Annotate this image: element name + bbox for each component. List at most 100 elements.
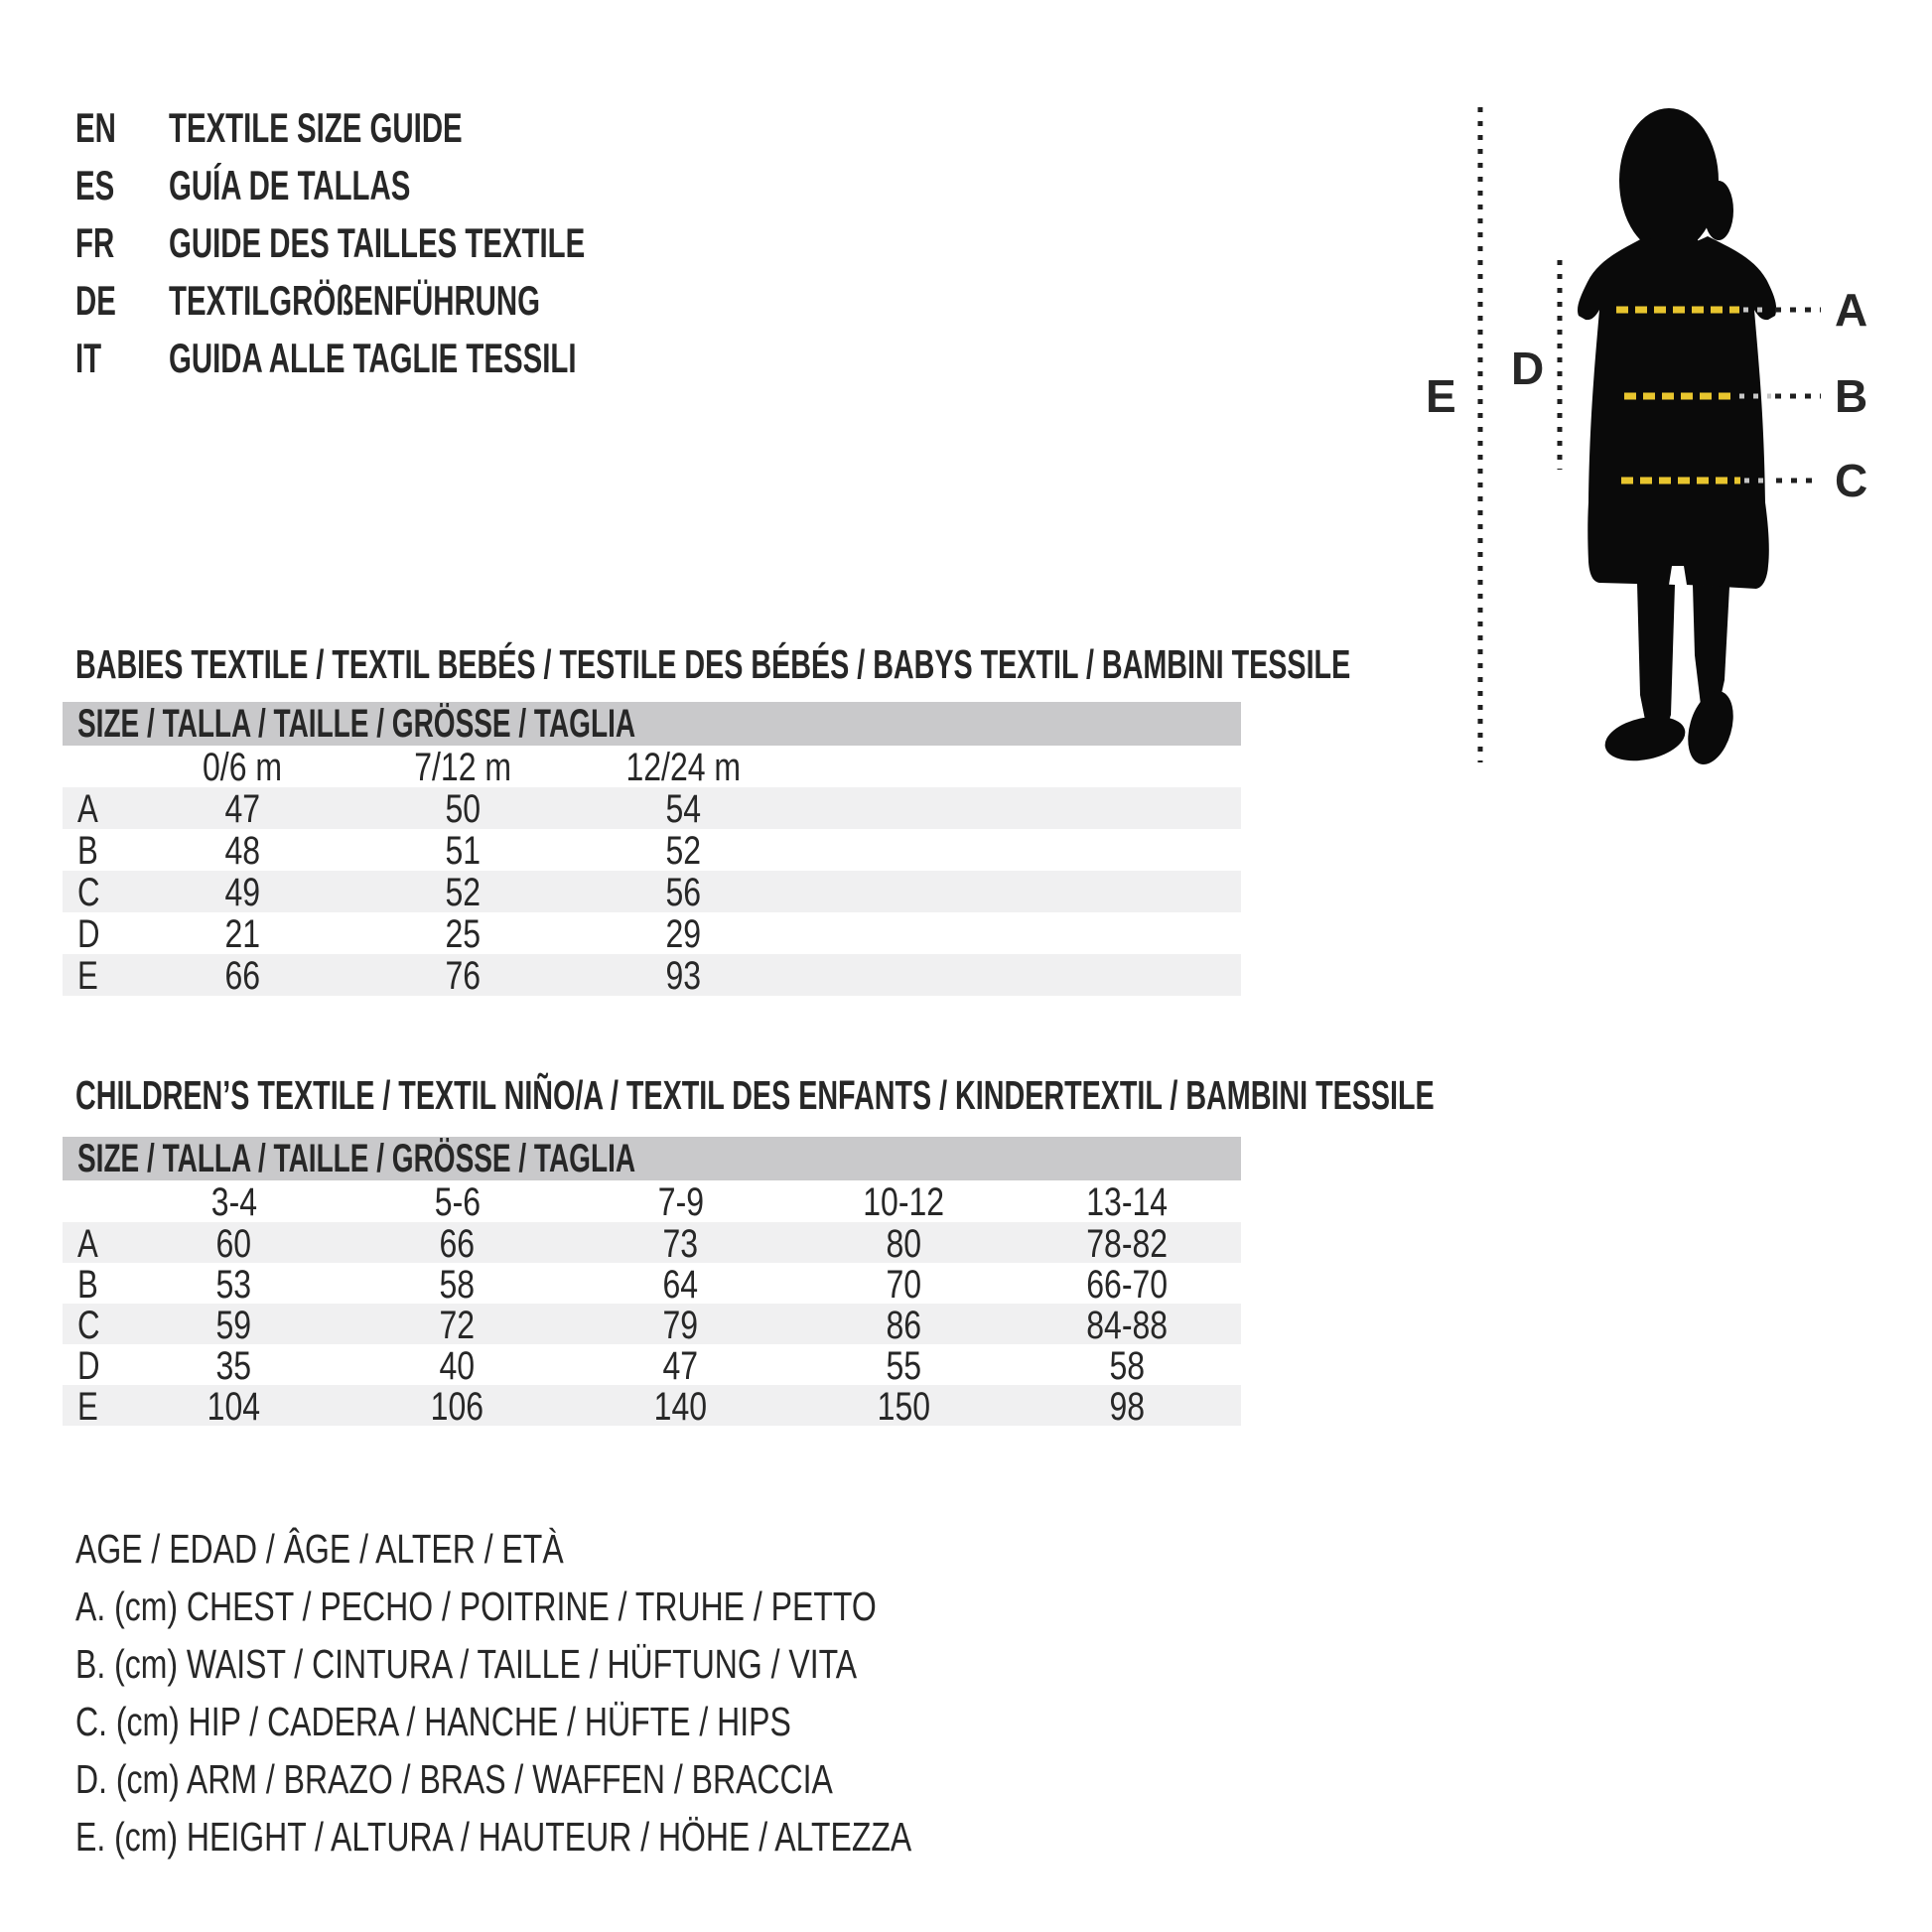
table-cell: 72 — [439, 1304, 476, 1347]
legend-line: E. (cm) HEIGHT / ALTURA / HAUTEUR / HÖHE… — [75, 1814, 912, 1860]
language-code: FR — [75, 219, 115, 266]
table-cell: 29 — [665, 912, 701, 956]
language-row: IT GUIDA ALLE TAGLIE TESSILI — [75, 330, 763, 387]
table-cell: 60 — [215, 1222, 252, 1266]
table-cell: 84-88 — [1086, 1304, 1169, 1347]
language-title: GUÍA DE TALLAS — [169, 162, 411, 208]
table-cell: 54 — [665, 787, 701, 831]
figure-label-waist: B — [1835, 370, 1867, 422]
children-column-header: 7-9 — [657, 1180, 704, 1224]
language-code: EN — [75, 104, 116, 151]
table-row: C 59 72 79 86 84-88 — [63, 1304, 1241, 1347]
silhouette-ear — [1704, 181, 1733, 240]
silhouette-left-shoe — [1604, 716, 1686, 761]
table-row: C 49 52 56 — [63, 871, 1241, 914]
silhouette-left-leg — [1637, 583, 1675, 727]
table-cell: 21 — [224, 912, 260, 956]
table-cell: 51 — [445, 829, 481, 873]
table-cell: 47 — [224, 787, 260, 831]
babies-column-header: 0/6 m — [202, 746, 283, 789]
table-cell: 58 — [1109, 1344, 1146, 1388]
table-cell: 66-70 — [1086, 1263, 1169, 1307]
row-label: D — [77, 912, 100, 956]
table-cell: 50 — [445, 787, 481, 831]
language-row: DE TEXTILGRÖßENFÜHRUNG — [75, 272, 763, 330]
babies-column-header-row: 0/6 m 7/12 m 12/24 m — [63, 746, 1241, 789]
row-label: E — [77, 1385, 98, 1429]
table-cell: 76 — [445, 954, 481, 998]
row-label: C — [77, 1304, 100, 1347]
table-cell: 25 — [445, 912, 481, 956]
silhouette-right-leg — [1693, 585, 1729, 707]
row-label: E — [77, 954, 98, 998]
language-row: FR GUIDE DES TAILLES TEXTILE — [75, 214, 763, 272]
table-cell: 80 — [886, 1222, 922, 1266]
table-row: D 21 25 29 — [63, 912, 1241, 956]
row-label: B — [77, 829, 98, 873]
table-row: B 53 58 64 70 66-70 — [63, 1263, 1241, 1307]
children-column-header: 5-6 — [434, 1180, 481, 1224]
table-cell: 98 — [1109, 1385, 1146, 1429]
figure-label-arm: D — [1511, 343, 1544, 394]
table-cell: 59 — [215, 1304, 252, 1347]
language-title: GUIDE DES TAILLES TEXTILE — [169, 219, 586, 266]
legend-line: B. (cm) WAIST / CINTURA / TAILLE / HÜFTU… — [75, 1641, 858, 1687]
children-table-header-bar: SIZE / TALLA / TAILLE / GRÖSSE / TAGLIA — [63, 1137, 1241, 1180]
table-cell: 47 — [662, 1344, 699, 1388]
language-row: ES GUÍA DE TALLAS — [75, 157, 763, 214]
language-title: TEXTILE SIZE GUIDE — [169, 104, 463, 151]
table-row: E 104 106 140 150 98 — [63, 1385, 1241, 1429]
table-cell: 53 — [215, 1263, 252, 1307]
table-cell: 35 — [215, 1344, 252, 1388]
language-title-list: EN TEXTILE SIZE GUIDE ES GUÍA DE TALLAS … — [75, 99, 763, 387]
table-cell: 52 — [665, 829, 701, 873]
table-cell: 40 — [439, 1344, 476, 1388]
row-label: A — [77, 787, 98, 831]
children-column-header: 3-4 — [210, 1180, 257, 1224]
children-column-header-row: 3-4 5-6 7-9 10-12 13-14 — [63, 1180, 1241, 1224]
babies-table-header-bar: SIZE / TALLA / TAILLE / GRÖSSE / TAGLIA — [63, 702, 1241, 746]
legend-line: C. (cm) HIP / CADERA / HANCHE / HÜFTE / … — [75, 1699, 791, 1744]
table-row: E 66 76 93 — [63, 954, 1241, 998]
row-label: D — [77, 1344, 100, 1388]
language-code: ES — [75, 162, 115, 208]
row-label: B — [77, 1263, 98, 1307]
children-column-header: 10-12 — [863, 1180, 945, 1224]
child-measurement-figure: A B C D E — [1426, 107, 1867, 764]
table-row: B 48 51 52 — [63, 829, 1241, 873]
table-cell: 66 — [439, 1222, 476, 1266]
language-title: GUIDA ALLE TAGLIE TESSILI — [169, 335, 577, 381]
table-cell: 48 — [224, 829, 260, 873]
table-cell: 79 — [662, 1304, 699, 1347]
babies-column-header: 7/12 m — [414, 746, 511, 789]
table-cell: 106 — [430, 1385, 484, 1429]
table-cell: 70 — [886, 1263, 922, 1307]
child-silhouette-icon — [1578, 108, 1777, 764]
table-cell: 78-82 — [1086, 1222, 1169, 1266]
silhouette-shorts — [1587, 502, 1769, 589]
measurement-legend: AGE / EDAD / ÂGE / ALTER / ETÀ A. (cm) C… — [75, 1520, 1148, 1865]
table-cell: 140 — [653, 1385, 708, 1429]
babies-section-title: BABIES TEXTILE / TEXTIL BEBÉS / TESTILE … — [75, 641, 1351, 687]
babies-table-header-text: SIZE / TALLA / TAILLE / GRÖSSE / TAGLIA — [77, 702, 636, 746]
table-cell: 104 — [207, 1385, 261, 1429]
legend-line: AGE / EDAD / ÂGE / ALTER / ETÀ — [75, 1526, 564, 1572]
figure-label-chest: A — [1835, 284, 1867, 336]
children-table-header-text: SIZE / TALLA / TAILLE / GRÖSSE / TAGLIA — [77, 1137, 636, 1180]
table-cell: 86 — [886, 1304, 922, 1347]
babies-column-header: 12/24 m — [625, 746, 741, 789]
row-label: A — [77, 1222, 98, 1266]
table-cell: 52 — [445, 871, 481, 914]
table-cell: 58 — [439, 1263, 476, 1307]
table-cell: 49 — [224, 871, 260, 914]
table-cell: 56 — [665, 871, 701, 914]
figure-label-height: E — [1426, 370, 1456, 422]
table-cell: 66 — [224, 954, 260, 998]
table-cell: 93 — [665, 954, 701, 998]
children-section-title: CHILDREN’S TEXTILE / TEXTIL NIÑO/A / TEX… — [75, 1072, 1435, 1118]
table-cell: 73 — [662, 1222, 699, 1266]
language-row: EN TEXTILE SIZE GUIDE — [75, 99, 763, 157]
language-title: TEXTILGRÖßENFÜHRUNG — [169, 277, 541, 324]
table-row: D 35 40 47 55 58 — [63, 1344, 1241, 1388]
